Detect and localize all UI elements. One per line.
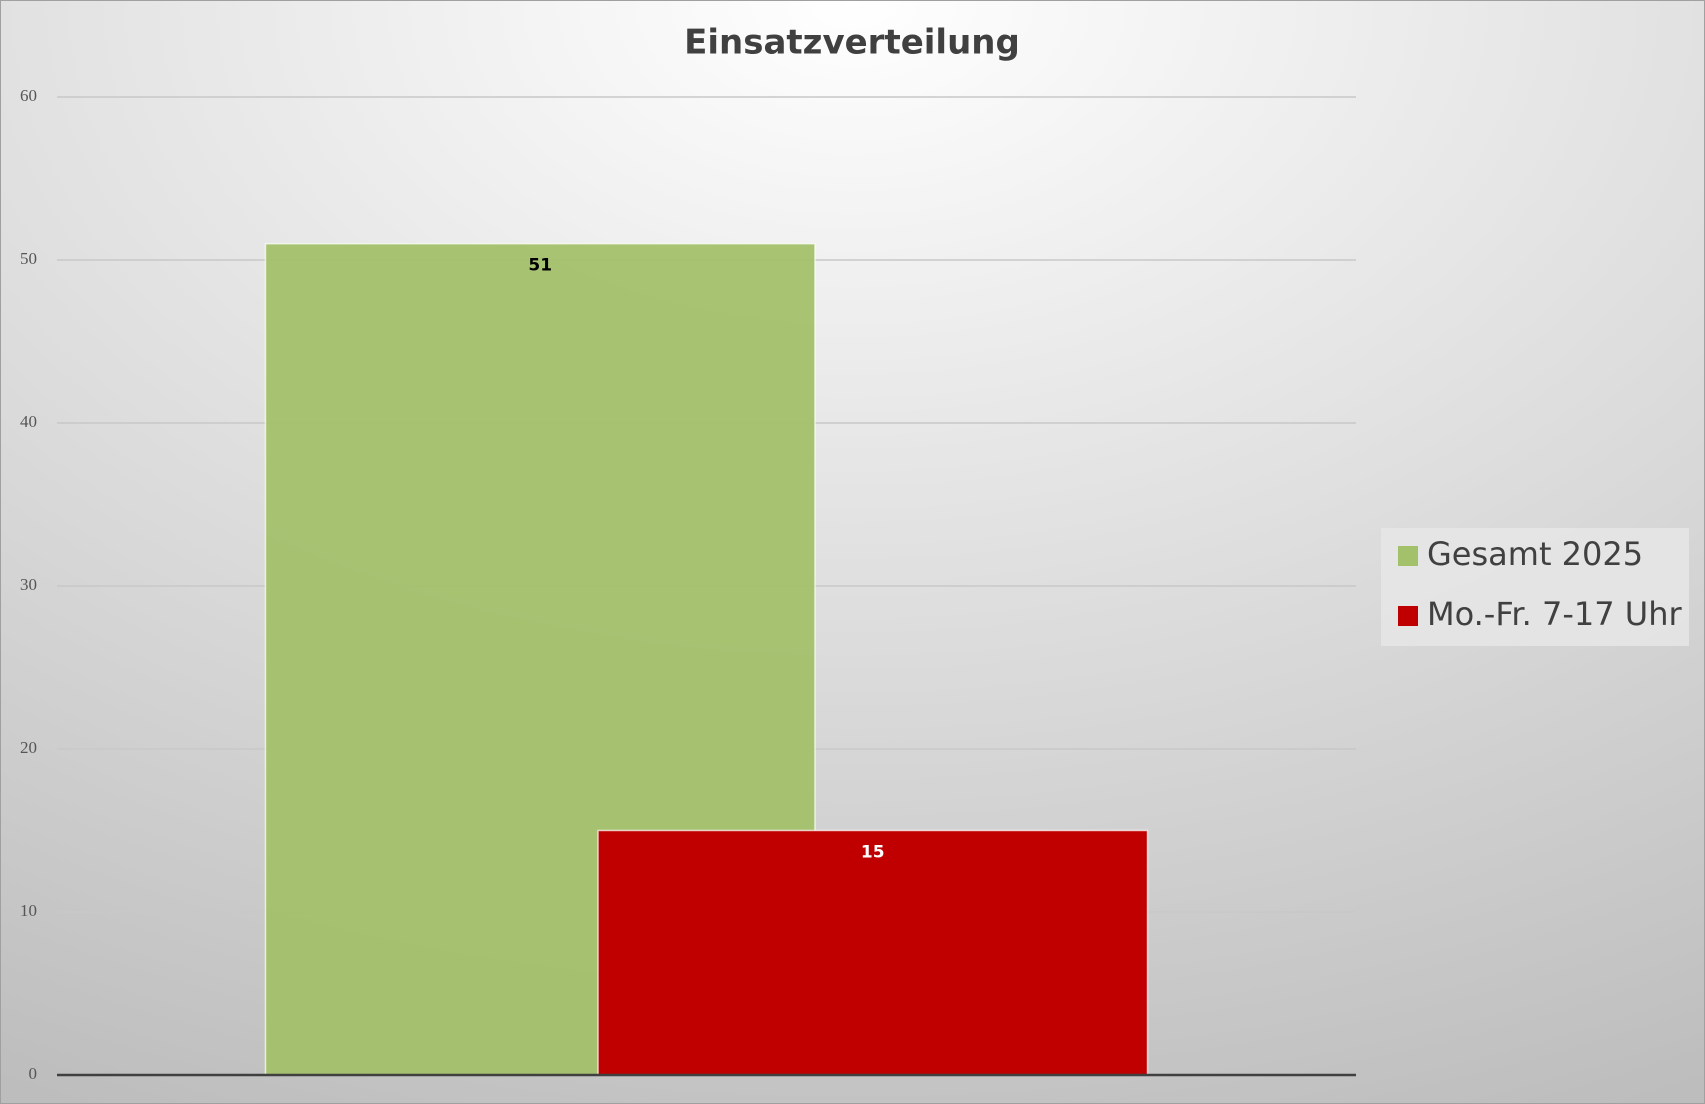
bar bbox=[597, 829, 1149, 1076]
y-tick-label: 10 bbox=[20, 901, 37, 920]
data-label: 51 bbox=[528, 256, 552, 276]
legend-label: Gesamt 2025 bbox=[1427, 535, 1643, 573]
chart-title: Einsatzverteilung bbox=[684, 23, 1020, 63]
y-tick-label: 50 bbox=[20, 249, 37, 268]
y-tick-label: 20 bbox=[20, 738, 37, 757]
legend-label: Mo.-Fr. 7-17 Uhr bbox=[1427, 595, 1682, 633]
legend-swatch bbox=[1398, 606, 1418, 626]
y-tick-label: 30 bbox=[20, 575, 37, 594]
y-tick-label: 60 bbox=[20, 86, 37, 105]
data-label: 15 bbox=[861, 843, 885, 863]
y-tick-label: 0 bbox=[29, 1064, 38, 1083]
legend-box bbox=[1381, 528, 1689, 646]
y-tick-label: 40 bbox=[20, 412, 37, 431]
legend-swatch bbox=[1398, 546, 1418, 566]
